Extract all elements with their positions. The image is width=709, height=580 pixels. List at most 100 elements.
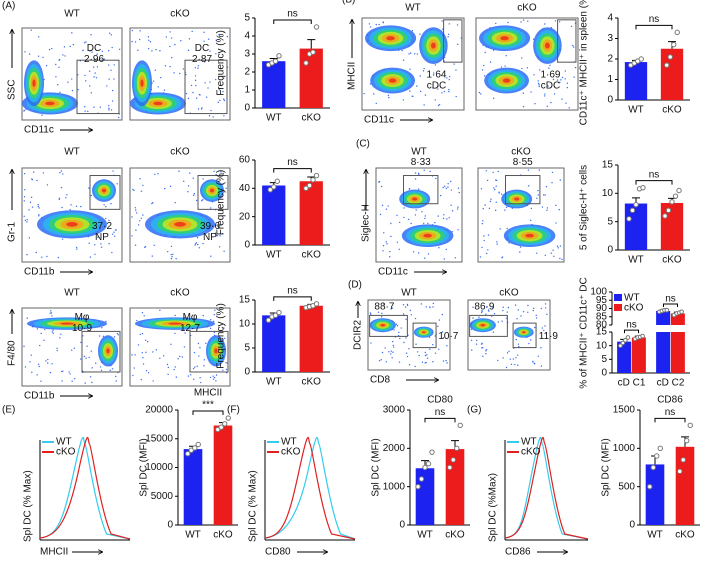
event-dot (385, 361, 388, 363)
event-dot (55, 63, 57, 66)
event-dot (416, 351, 419, 353)
event-dot (532, 309, 535, 312)
event-dot (170, 56, 173, 59)
event-dot (187, 375, 190, 377)
event-dot (425, 306, 428, 308)
y-tick-label: 1 (607, 74, 613, 85)
event-dot (392, 340, 394, 343)
event-dot (157, 86, 159, 88)
event-dot (216, 235, 219, 237)
event-dot (501, 320, 503, 322)
event-dot (93, 76, 95, 78)
event-dot (381, 204, 384, 207)
event-dot (393, 346, 395, 348)
event-dot (29, 361, 31, 363)
event-dot (65, 197, 67, 199)
event-dot (222, 90, 224, 93)
data-point (626, 216, 632, 222)
y-tick-label: 10 (596, 340, 608, 351)
event-dot (363, 92, 365, 95)
event-dot (392, 344, 394, 347)
data-point (657, 445, 663, 452)
event-dot (438, 103, 441, 106)
event-dot (448, 217, 450, 219)
event-dot (24, 366, 27, 368)
data-point (664, 62, 670, 68)
event-dot (113, 64, 115, 66)
event-dot (151, 255, 153, 257)
event-dot (142, 184, 144, 187)
event-dot (100, 369, 103, 371)
event-dot (397, 334, 400, 337)
event-dot (533, 362, 535, 365)
event-dot (192, 367, 195, 370)
event-dot (412, 251, 415, 253)
event-dot (144, 245, 147, 248)
event-dot (154, 69, 157, 71)
event-dot (483, 64, 485, 67)
density (431, 42, 436, 49)
event-dot (375, 23, 377, 26)
gate (412, 322, 437, 349)
event-dot (198, 247, 200, 249)
y-axis-label: Spl DC (MFI) (601, 438, 612, 496)
event-dot (428, 336, 431, 338)
event-dot (553, 255, 555, 258)
data-point (640, 184, 646, 191)
event-dot (111, 233, 114, 235)
event-dot (481, 342, 483, 345)
density (545, 42, 550, 49)
event-dot (194, 79, 197, 82)
event-dot (485, 348, 488, 351)
event-dot (131, 29, 134, 32)
significance-label: ns (649, 14, 660, 25)
event-dot (492, 171, 494, 174)
event-dot (132, 188, 134, 191)
event-dot (189, 172, 191, 174)
event-dot (455, 69, 457, 71)
panel-label: (C) (356, 139, 370, 150)
event-dot (480, 311, 483, 314)
event-dot (49, 371, 52, 374)
data-point (276, 309, 282, 316)
data-point (192, 445, 198, 451)
event-dot (62, 370, 64, 372)
event-dot (483, 235, 485, 237)
event-dot (140, 190, 143, 192)
event-dot (133, 367, 135, 369)
y-tick-label: 15 (596, 327, 608, 338)
density (480, 324, 485, 327)
event-dot (383, 232, 385, 234)
event-dot (71, 89, 74, 92)
event-dot (58, 198, 60, 201)
event-dot (192, 194, 195, 196)
event-dot (481, 310, 483, 312)
legend-label: WT (521, 437, 537, 448)
event-dot (222, 77, 225, 79)
event-dot (181, 356, 184, 358)
event-dot (552, 78, 555, 81)
event-dot (187, 49, 190, 52)
event-dot (416, 85, 418, 87)
event-dot (521, 57, 523, 59)
event-dot (492, 331, 494, 333)
density (514, 197, 520, 201)
event-dot (479, 256, 482, 258)
plot-frame (477, 167, 565, 263)
event-dot (534, 326, 536, 329)
event-dot (141, 352, 144, 354)
event-dot (185, 73, 187, 76)
event-dot (448, 88, 450, 91)
event-dot (108, 243, 110, 245)
event-dot (507, 306, 510, 309)
data-point (272, 312, 279, 319)
event-dot (133, 189, 135, 192)
event-dot (113, 336, 116, 338)
axis-label: CD11c (378, 267, 408, 278)
event-dot (213, 314, 215, 316)
axis-label: DCIR2 (353, 320, 364, 350)
event-dot (159, 50, 161, 52)
event-dot (517, 354, 519, 356)
event-dot (432, 302, 435, 305)
event-dot (131, 40, 133, 43)
